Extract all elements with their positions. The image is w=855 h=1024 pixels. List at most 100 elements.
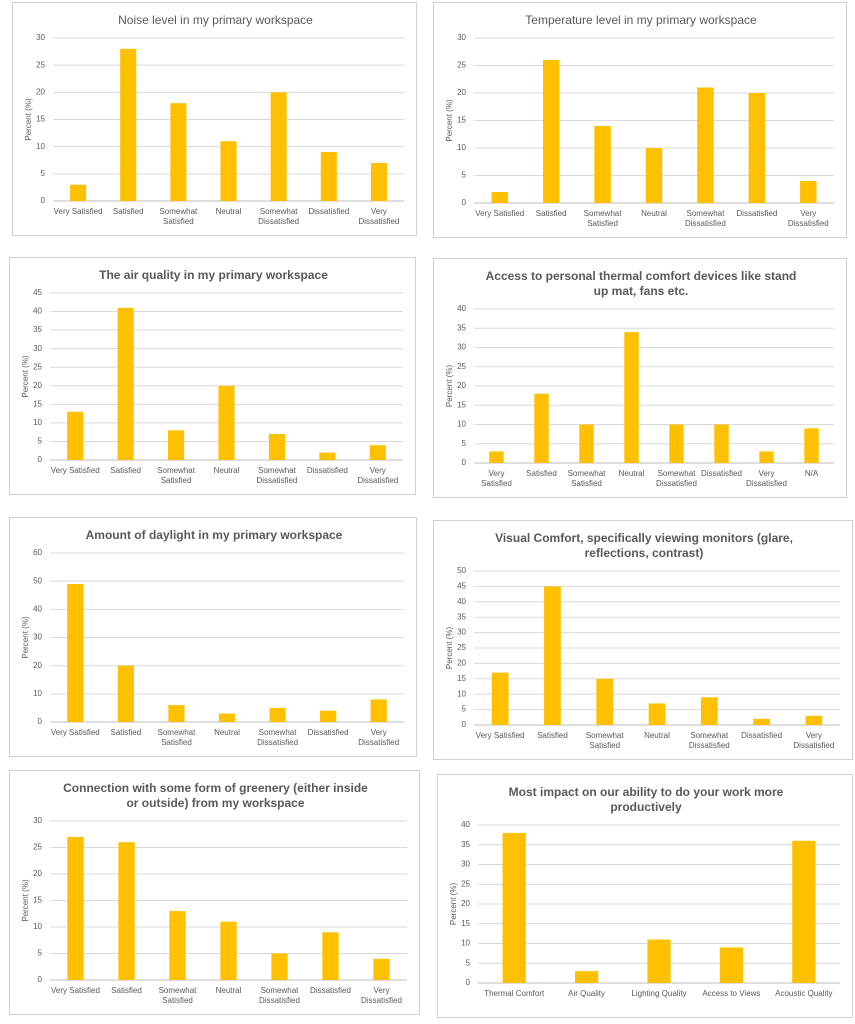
bar [491, 192, 508, 203]
x-tick-label: Very Satisfied [475, 731, 525, 740]
bar [322, 932, 339, 980]
y-tick-label: 45 [457, 582, 466, 591]
y-tick-label: 25 [457, 362, 466, 371]
bar [67, 836, 84, 980]
x-tick-label: Very Satisfied [53, 207, 103, 216]
x-tick-label: N/A [804, 469, 819, 478]
x-tick-label: Very Dissatisfied [358, 207, 400, 226]
x-tick-label: Satisfied [111, 986, 142, 995]
x-tick-label: Dissatisfied [736, 209, 778, 218]
bar [373, 958, 390, 980]
bar [369, 445, 386, 460]
chart-title: The air quality in my primary workspace [99, 268, 328, 282]
x-tick-label: Somewhat Satisfied [583, 209, 622, 228]
x-tick-label: Somewhat Dissatisfied [656, 469, 697, 488]
y-tick-label: 15 [33, 896, 42, 905]
x-tick-label: Very Dissatisfied [787, 209, 829, 228]
y-tick-label: 5 [38, 949, 43, 958]
y-tick-label: 0 [462, 458, 467, 467]
x-tick-label: Very Dissatisfied [793, 731, 835, 750]
chart-title: Most impact on our ability to do your wo… [508, 785, 784, 814]
bar [270, 92, 287, 201]
x-tick-label: Satisfied [112, 207, 144, 216]
chart: Percent (%) 0 5 10 15 20 25 30 [21, 816, 407, 984]
y-tick-label: 15 [461, 919, 470, 928]
x-tick-label: Satisfied [535, 209, 567, 218]
bar [489, 451, 504, 463]
x-tick-label: Air Quality [568, 989, 606, 998]
x-tick-label: Somewhat Satisfied [159, 207, 198, 226]
y-tick-label: 10 [36, 142, 45, 151]
y-axis-label: Percent (%) [449, 883, 458, 926]
x-tick-label: Somewhat Dissatisfied [257, 728, 299, 747]
bar [67, 411, 84, 460]
bar [719, 947, 743, 983]
y-tick-label: 15 [457, 116, 466, 125]
bar [804, 428, 819, 463]
bar [669, 424, 684, 463]
bar [792, 840, 816, 983]
bar [320, 710, 337, 722]
bar [697, 87, 714, 203]
x-tick-label: Satisfied [110, 466, 141, 475]
y-tick-label: 40 [33, 307, 42, 316]
y-tick-label: 25 [36, 60, 45, 69]
y-tick-label: 50 [457, 566, 466, 575]
y-tick-label: 60 [33, 548, 42, 557]
x-tick-label: Neutral [214, 728, 240, 737]
y-tick-label: 35 [33, 325, 42, 334]
x-tick-label: Very Dissatisfied [357, 466, 399, 485]
y-axis-label: Percent (%) [21, 879, 30, 922]
y-tick-label: 20 [36, 87, 45, 96]
bar [220, 921, 237, 980]
x-tick-label: Neutral [618, 469, 645, 478]
y-tick-label: 10 [457, 689, 466, 698]
chart-panel: Percent (%) 0 5 10 15 20 25 30 35 40 45 50 Visual Co… [433, 520, 853, 760]
y-tick-label: 20 [457, 88, 466, 97]
bar [269, 707, 286, 722]
y-tick-label: 10 [33, 922, 42, 931]
x-tick-label: Dissatisfied [307, 728, 349, 737]
x-tick-label: Somewhat Dissatisfied [258, 207, 300, 226]
y-tick-label: 25 [461, 879, 470, 888]
y-tick-label: 15 [36, 115, 45, 124]
bar [268, 434, 285, 460]
x-tick-label: Thermal Comfort [484, 989, 545, 998]
chart-panel: Percent (%) 0 5 10 15 20 25 30 Connection with s… [9, 770, 420, 1015]
chart-panel: Percent (%) 0 5 10 15 20 25 30 35 40 Most impact o… [437, 774, 853, 1018]
x-tick-label: Lighting Quality [631, 989, 687, 998]
chart-panel: Percent (%) 0 5 10 15 20 25 30 35 40 45 The air qua… [9, 257, 416, 495]
y-tick-label: 10 [33, 689, 42, 698]
y-tick-label: 5 [41, 169, 46, 178]
y-tick-label: 20 [33, 869, 42, 878]
bar [596, 678, 614, 725]
y-tick-label: 0 [466, 978, 471, 987]
bar [700, 697, 718, 725]
chart: Percent (%) 0 5 10 15 20 25 30 35 40 45 [21, 288, 403, 464]
x-tick-label: Satisfied [110, 728, 142, 737]
y-tick-label: 45 [33, 288, 42, 297]
bar [168, 430, 185, 460]
x-tick-label: Somewhat Dissatisfied [688, 731, 730, 750]
x-tick-label: Neutral [213, 466, 240, 475]
y-tick-label: 30 [457, 343, 466, 352]
y-tick-label: 30 [457, 628, 466, 637]
x-tick-label: Satisfied [526, 469, 557, 478]
chart-panel: Percent (%) 0 5 10 15 20 25 30 Temperature level… [433, 2, 847, 238]
x-tick-label: Somewhat Satisfied [585, 731, 624, 750]
chart: Percent (%) 0 5 10 15 20 25 30 [445, 33, 834, 207]
y-tick-label: 5 [462, 171, 467, 180]
x-tick-label: Very Dissatisfied [361, 986, 402, 1005]
y-tick-label: 40 [457, 597, 466, 606]
x-tick-label: Dissatisfied [310, 986, 351, 995]
y-tick-label: 25 [457, 61, 466, 70]
chart-title: Temperature level in my primary workspac… [525, 13, 757, 27]
x-tick-label: Somewhat Satisfied [567, 469, 606, 488]
x-tick-label: Dissatisfied [741, 731, 783, 740]
chart-panel: Percent (%) 0 5 10 15 20 25 30 35 40 Access to per… [433, 258, 847, 498]
y-axis-label: Percent (%) [445, 627, 454, 670]
y-tick-label: 5 [38, 437, 43, 446]
bar [800, 181, 817, 203]
y-tick-label: 10 [33, 418, 42, 427]
